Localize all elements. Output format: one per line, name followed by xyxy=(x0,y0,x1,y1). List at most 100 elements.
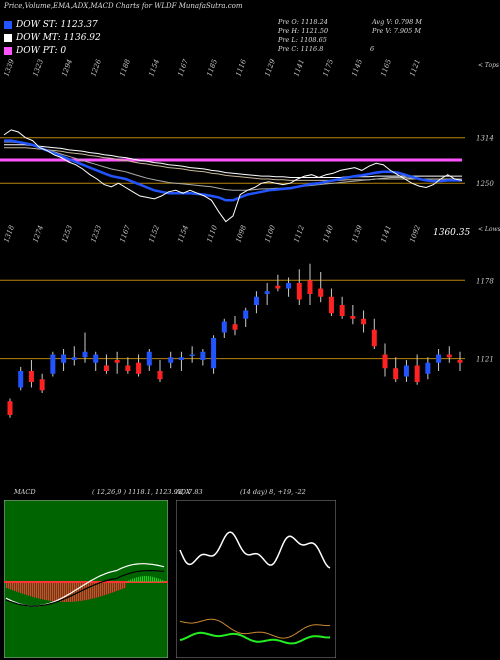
macd-histogram-bar xyxy=(84,582,86,601)
candle-body xyxy=(136,362,142,374)
low-label: 1253 xyxy=(60,224,74,244)
top-label: 1188 xyxy=(118,58,132,78)
low-label: 1141 xyxy=(379,224,393,243)
macd-histogram-bar xyxy=(82,582,84,601)
low-label: 1100 xyxy=(263,224,277,244)
macd-histogram-bar xyxy=(6,582,8,588)
macd-histogram-bar xyxy=(164,581,166,582)
macd-histogram-bar xyxy=(18,582,20,593)
macd-histogram-bar xyxy=(114,582,116,592)
macd-title: MACD xyxy=(14,488,36,496)
ema-slow-line xyxy=(4,147,462,181)
dow-mt-line xyxy=(4,144,462,178)
legend-dow-st-value: 1123.37 xyxy=(60,20,98,30)
candle-body xyxy=(189,354,195,356)
macd-histogram-bar xyxy=(54,582,56,602)
macd-histogram-bar xyxy=(62,582,64,602)
candle-body xyxy=(328,296,334,314)
top-label: 1323 xyxy=(31,58,45,78)
macd-histogram-bar xyxy=(8,582,10,589)
adx-title: ADX xyxy=(176,488,191,496)
adx-params: (14 day) 8, +19, -22 xyxy=(240,488,306,496)
candle-body xyxy=(221,321,227,333)
candle-body xyxy=(50,354,56,374)
macd-histogram-bar xyxy=(36,582,38,599)
macd-histogram-bar xyxy=(158,578,160,582)
macd-histogram-bar xyxy=(124,582,126,589)
macd-histogram-bar xyxy=(38,582,40,599)
macd-histogram-bar xyxy=(50,582,52,601)
low-label: 1154 xyxy=(176,224,190,243)
candle-body xyxy=(157,371,163,380)
adx-di-plus-line xyxy=(179,631,331,645)
macd-histogram-bar xyxy=(140,576,142,582)
info-pre-close: Pre C: 1116.8 xyxy=(278,45,324,53)
macd-histogram-bar xyxy=(28,582,30,596)
macd-histogram-bar xyxy=(94,582,96,599)
candle-body xyxy=(425,362,431,374)
macd-histogram-bar xyxy=(142,576,144,582)
macd-histogram-bar xyxy=(160,579,162,582)
candle-body xyxy=(71,357,77,360)
macd-histogram-bar xyxy=(116,582,118,592)
macd-histogram-bar xyxy=(150,576,152,582)
macd-histogram-bar xyxy=(108,582,110,594)
macd-histogram-bar xyxy=(152,576,154,582)
top-label: 1294 xyxy=(60,58,74,77)
macd-histogram-bar xyxy=(74,582,76,602)
macd-histogram-bar xyxy=(136,577,138,582)
legend-dow-st: DOW ST: 1123.37 xyxy=(4,20,154,30)
macd-histogram-bar xyxy=(102,582,104,596)
top-label: 1145 xyxy=(350,58,364,78)
candle-body xyxy=(253,296,259,305)
top-label: 1339 xyxy=(2,58,16,78)
macd-histogram-bar xyxy=(30,582,32,597)
top-label: 1141 xyxy=(292,58,306,77)
candle-body xyxy=(318,288,324,297)
macd-histogram-bar xyxy=(118,582,120,591)
macd-histogram-bar xyxy=(120,582,122,590)
candle-body xyxy=(436,354,442,363)
low-label: 1110 xyxy=(205,224,219,244)
candle-body xyxy=(371,329,377,347)
legend-dow-pt-value: 0 xyxy=(60,46,67,56)
candle-body xyxy=(414,365,420,382)
macd-histogram-bar xyxy=(64,582,66,602)
adx-line xyxy=(179,531,331,569)
candle-body xyxy=(103,365,109,371)
macd-params: ( 12,26,9 ) 1118.1, 1123.93, -7.83 xyxy=(92,488,203,496)
macd-histogram-bar xyxy=(122,582,124,589)
info-pre-low: Pre L: 1108.65 xyxy=(278,36,327,44)
macd-histogram-bar xyxy=(10,582,12,590)
candle-axis-label: 1121 xyxy=(476,356,494,364)
candle-body xyxy=(18,371,24,388)
macd-histogram-bar xyxy=(100,582,102,597)
macd-histogram-bar xyxy=(146,576,148,582)
macd-histogram-bar xyxy=(44,582,46,600)
macd-background xyxy=(4,500,168,658)
legend-dow-st-swatch xyxy=(4,21,12,29)
macd-histogram-bar xyxy=(112,582,114,593)
candle-body xyxy=(211,338,217,369)
macd-histogram-bar xyxy=(130,579,132,582)
top-label: 1175 xyxy=(321,58,335,78)
macd-histogram-bar xyxy=(16,582,18,592)
candle-body xyxy=(39,379,45,391)
info-avg-volume: Avg V: 0.798 M xyxy=(372,18,422,26)
macd-histogram-bar xyxy=(48,582,50,601)
low-label: 1167 xyxy=(118,224,132,244)
candle-body xyxy=(275,285,281,289)
macd-histogram-bar xyxy=(34,582,36,598)
macd-histogram-bar xyxy=(162,580,164,582)
macd-histogram-bar xyxy=(154,577,156,582)
low-label: 1274 xyxy=(31,224,45,243)
candle-body xyxy=(350,316,356,319)
low-label: 1098 xyxy=(234,224,248,244)
chart-title: Price,Volume,EMA,ADX,MACD Charts for WLD… xyxy=(4,2,243,10)
macd-histogram-bar xyxy=(110,582,112,594)
low-label: 1140 xyxy=(321,224,335,244)
macd-histogram-bar xyxy=(52,582,54,602)
candle-body xyxy=(264,291,270,294)
macd-histogram-bar xyxy=(138,576,140,582)
macd-histogram-bar xyxy=(22,582,24,594)
